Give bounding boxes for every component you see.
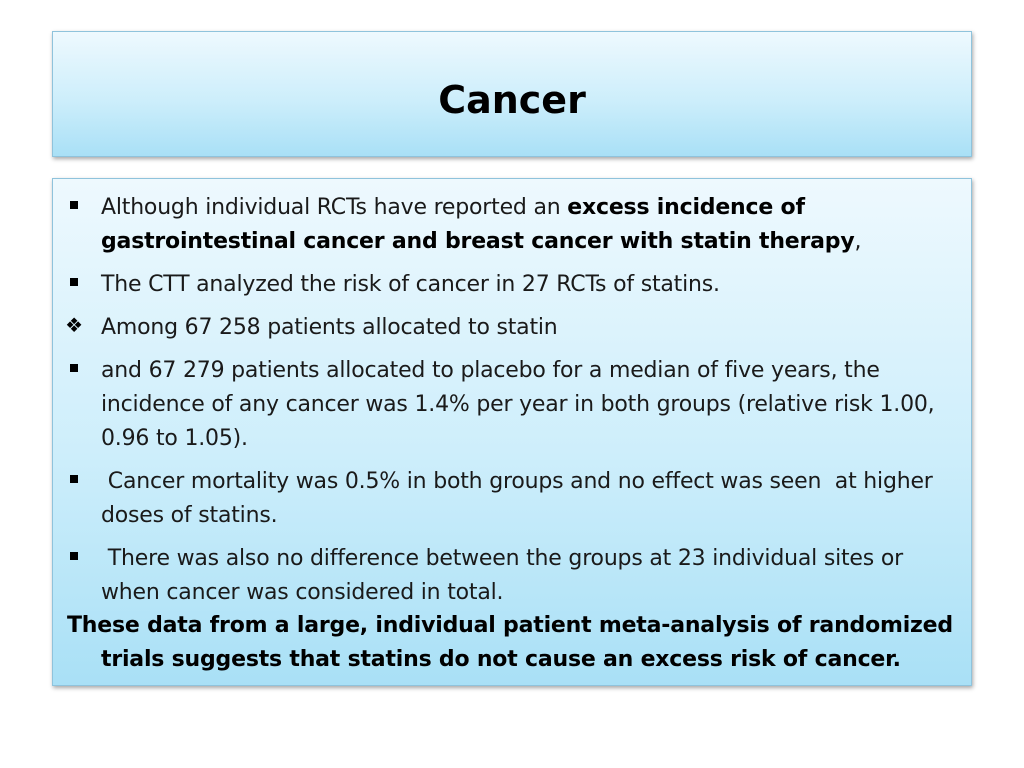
square-bullet-icon [63,354,85,388]
bullet-text: Among 67 258 patients allocated to stati… [101,315,558,340]
bullet-list: Although individual RCTs have reported a… [53,191,973,619]
square-bullet-icon [63,268,85,302]
square-bullet-icon [63,542,85,576]
square-bullet-icon [63,465,85,499]
square-bullet-icon [63,191,85,225]
bullet-text: Although individual RCTs have reported a… [101,195,568,220]
bullet-text: Cancer mortality was 0.5% in both groups… [101,469,940,528]
bullet-item: and 67 279 patients allocated to placebo… [53,354,973,456]
bullet-text: There was also no difference between the… [101,546,910,605]
bullet-text: The CTT analyzed the risk of cancer in 2… [101,272,720,297]
conclusion-text: These data from a large, individual pati… [67,613,953,672]
bullet-item: The CTT analyzed the risk of cancer in 2… [53,268,973,302]
title-box: Cancer [52,31,972,157]
bullet-text: and 67 279 patients allocated to placebo… [101,358,935,451]
bullet-text-end: , [854,229,862,254]
bullet-item: Although individual RCTs have reported a… [53,191,973,259]
content-box: Although individual RCTs have reported a… [52,178,972,686]
bullet-item: Cancer mortality was 0.5% in both groups… [53,465,973,533]
slide-title: Cancer [438,78,586,122]
bullet-item: ❖ Among 67 258 patients allocated to sta… [53,311,973,345]
diamond-bullet-icon: ❖ [65,313,83,337]
bullet-item: There was also no difference between the… [53,542,973,610]
bullet-text-bold: excess incidence of gastrointestinal can… [101,195,855,254]
